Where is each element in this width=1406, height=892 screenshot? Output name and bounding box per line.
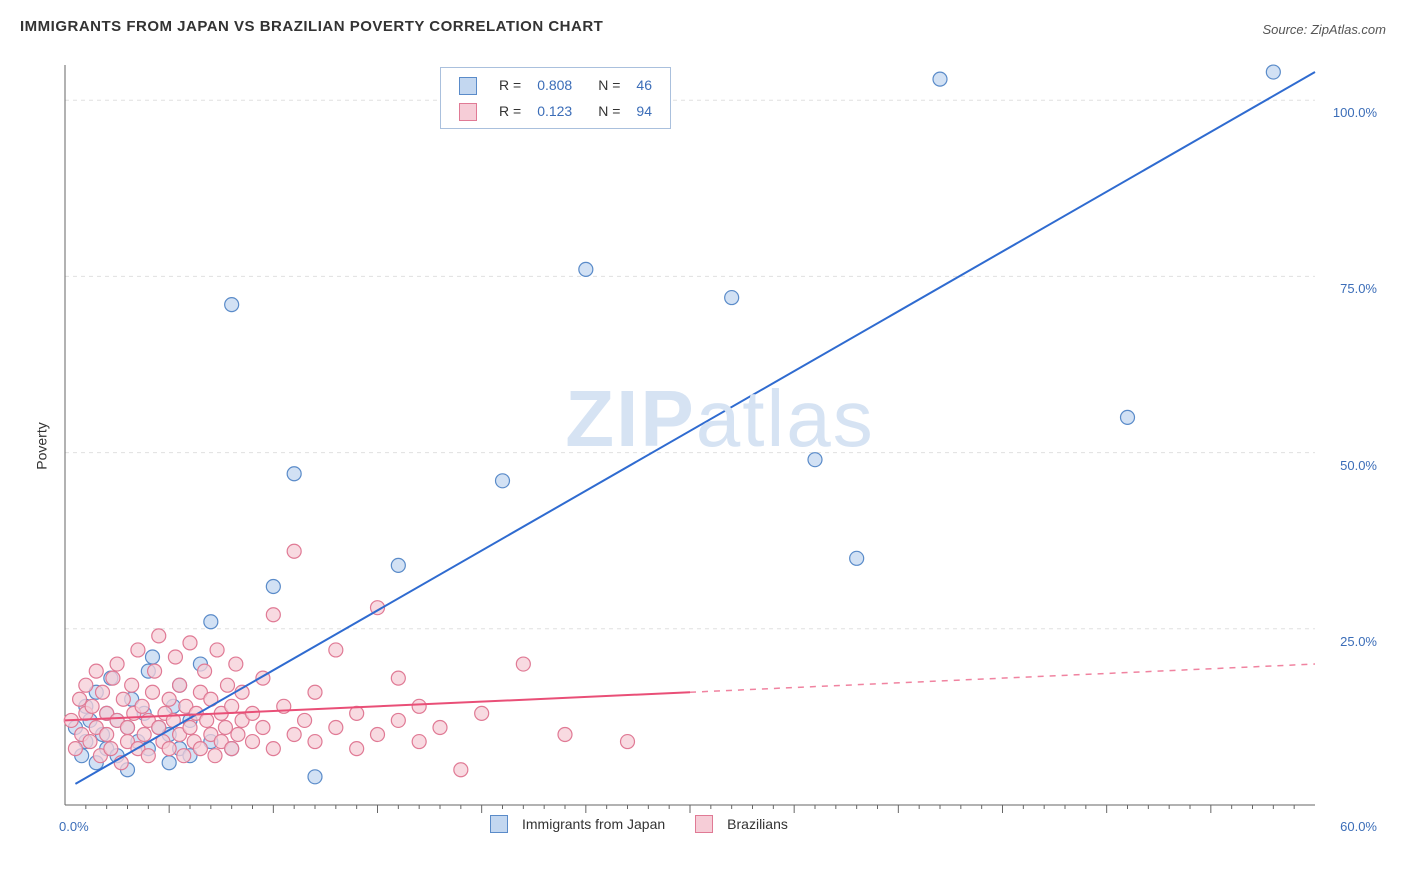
scatter-plot-svg — [55, 60, 1385, 840]
legend-series-label: Immigrants from Japan — [522, 816, 665, 832]
y-tick-label: 75.0% — [1340, 281, 1377, 296]
legend-r-value: 0.123 — [529, 98, 580, 124]
legend-item: Brazilians — [695, 815, 788, 833]
y-axis-label: Poverty — [34, 422, 50, 469]
x-tick-label: 60.0% — [1287, 819, 1377, 834]
legend-n-label: N = — [580, 72, 628, 98]
legend-item: Immigrants from Japan — [490, 815, 665, 833]
correlation-legend: R =0.808N =46 R =0.123N =94 — [440, 67, 671, 129]
legend-r-label: R = — [491, 98, 529, 124]
legend-swatch — [459, 77, 477, 95]
x-tick-label: 0.0% — [59, 819, 89, 834]
legend-swatch — [459, 103, 477, 121]
source-name: ZipAtlas.com — [1311, 22, 1386, 37]
legend-r-value: 0.808 — [529, 72, 580, 98]
plot-area: ZIPatlas R =0.808N =46R =0.123N =94 Immi… — [55, 60, 1385, 840]
y-tick-label: 25.0% — [1340, 634, 1377, 649]
source-prefix: Source: — [1262, 22, 1310, 37]
legend-r-label: R = — [491, 72, 529, 98]
legend-n-value: 46 — [628, 72, 660, 98]
y-tick-label: 100.0% — [1333, 105, 1377, 120]
legend-swatch — [695, 815, 713, 833]
chart-title: IMMIGRANTS FROM JAPAN VS BRAZILIAN POVER… — [20, 18, 603, 35]
legend-n-value: 94 — [628, 98, 660, 124]
series-legend: Immigrants from Japan Brazilians — [490, 815, 788, 833]
y-tick-label: 50.0% — [1340, 458, 1377, 473]
legend-swatch — [490, 815, 508, 833]
source-attribution: Source: ZipAtlas.com — [1262, 22, 1386, 37]
legend-series-label: Brazilians — [727, 816, 788, 832]
legend-n-label: N = — [580, 98, 628, 124]
